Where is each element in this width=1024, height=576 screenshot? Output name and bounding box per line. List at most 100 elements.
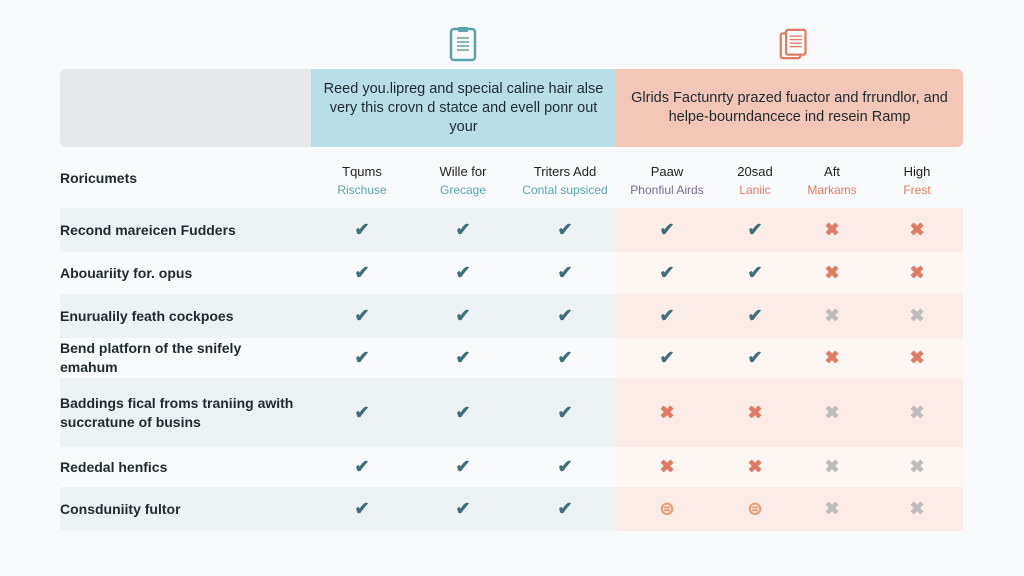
- row-label: Recond mareicen Fudders: [60, 221, 236, 238]
- row-bg: [60, 208, 616, 252]
- cross-icon: ✖: [909, 305, 925, 326]
- cross-icon: ✖: [824, 347, 840, 368]
- cross-icon: ✖: [747, 402, 763, 422]
- column-title: Triters Add: [533, 164, 597, 179]
- row-bg: [60, 294, 616, 338]
- column-header: 20sad Laniic: [700, 164, 810, 197]
- check-icon: ✔: [455, 262, 471, 283]
- column-header: Aft Markams: [777, 164, 887, 197]
- check-icon: ✔: [455, 402, 471, 422]
- column-subtitle: Rischuse: [337, 183, 387, 197]
- check-icon: ✔: [354, 305, 370, 326]
- column-subtitle: Phonfiul Airds: [630, 183, 704, 197]
- row-bg: [616, 447, 963, 487]
- check-icon: ✔: [354, 219, 370, 240]
- unclear-icon: ⊜: [747, 498, 763, 519]
- check-icon: ✔: [455, 219, 471, 240]
- row-bg: [616, 338, 963, 378]
- column-header: Paaw Phonfiul Airds: [612, 164, 722, 197]
- cross-icon: ✖: [824, 219, 840, 240]
- check-icon: ✔: [557, 347, 573, 368]
- cross-icon: ✖: [659, 456, 675, 477]
- column-header: High Frest: [862, 164, 972, 197]
- check-icon: ✔: [354, 456, 370, 477]
- document-icon: [779, 28, 807, 60]
- column-subtitle: Grecage: [439, 183, 487, 197]
- check-icon: ✔: [557, 262, 573, 283]
- check-icon: ✔: [659, 347, 675, 368]
- row-label: Enurualily feath cockpoes: [60, 307, 234, 324]
- check-icon: ✔: [659, 262, 675, 283]
- check-icon: ✔: [354, 347, 370, 368]
- corner-label: Roricumets: [60, 170, 138, 186]
- cross-icon: ✖: [909, 456, 925, 477]
- column-subtitle: Laniic: [739, 183, 771, 197]
- header-band-blue: Reed you.lipreg and special caline hair …: [311, 69, 616, 147]
- check-icon: ✔: [747, 262, 763, 283]
- row-bg: [616, 378, 963, 447]
- row-label: Consduniity fultor: [60, 500, 181, 517]
- cross-icon: ✖: [909, 347, 925, 368]
- check-icon: ✔: [354, 498, 370, 519]
- table-row: Consduniity fultor ✔ ✔ ✔ ⊜ ⊜ ✖ ✖: [60, 487, 963, 531]
- table-row: Rededal henfics ✔ ✔ ✔ ✖ ✖ ✖ ✖: [60, 447, 963, 487]
- check-icon: ✔: [455, 456, 471, 477]
- cross-icon: ✖: [747, 456, 763, 477]
- cross-icon: ✖: [909, 219, 925, 240]
- check-icon: ✔: [747, 219, 763, 240]
- row-bg: [616, 487, 963, 531]
- row-label: Rededal henfics: [60, 458, 168, 475]
- row-label: Baddings fical froms traniing awith succ…: [60, 394, 294, 430]
- check-icon: ✔: [354, 402, 370, 422]
- table-row: Enurualily feath cockpoes ✔ ✔ ✔ ✔ ✔ ✖ ✖: [60, 294, 963, 338]
- check-icon: ✔: [455, 347, 471, 368]
- column-header: Tqums Rischuse: [307, 164, 417, 197]
- table-row: Recond mareicen Fudders ✔ ✔ ✔ ✔ ✔ ✖ ✖: [60, 208, 963, 252]
- row-label: Abouariity for. opus: [60, 264, 193, 281]
- check-icon: ✔: [557, 498, 573, 519]
- column-title: Paaw: [650, 164, 684, 179]
- unclear-icon: ⊜: [659, 498, 675, 519]
- row-bg: [60, 487, 616, 531]
- check-icon: ✔: [747, 305, 763, 326]
- cross-icon: ✖: [824, 456, 840, 477]
- clipboard-icon: [449, 27, 477, 62]
- column-subtitle: Markams: [807, 183, 857, 197]
- column-header: Triters Add Contal supsiced: [510, 164, 620, 197]
- table-row: Baddings fical froms traniing awith succ…: [60, 378, 963, 447]
- column-title: High: [903, 164, 931, 179]
- check-icon: ✔: [557, 456, 573, 477]
- column-subtitle: Frest: [903, 183, 931, 197]
- header-band-empty: [60, 69, 311, 147]
- column-title: 20sad: [737, 164, 773, 179]
- check-icon: ✔: [455, 498, 471, 519]
- cross-icon: ✖: [824, 262, 840, 283]
- cross-icon: ✖: [909, 262, 925, 283]
- column-title: Tqums: [342, 164, 382, 179]
- cross-icon: ✖: [824, 402, 840, 422]
- header-band-salmon: Glrids Factunrty prazed fuactor and frru…: [616, 69, 963, 147]
- column-title: Wille for: [439, 164, 487, 179]
- check-icon: ✔: [659, 219, 675, 240]
- row-label: Bend platforn of the snifely emahum: [60, 340, 242, 375]
- column-title: Aft: [824, 164, 840, 179]
- cross-icon: ✖: [909, 402, 925, 422]
- row-bg: [616, 294, 963, 338]
- check-icon: ✔: [659, 305, 675, 326]
- check-icon: ✔: [557, 305, 573, 326]
- table-row: Bend platforn of the snifely emahum ✔ ✔ ✔ ✔ ✔…: [60, 338, 963, 378]
- row-bg: [60, 378, 616, 447]
- table-row: Abouariity for. opus ✔ ✔ ✔ ✔ ✔ ✖ ✖: [60, 252, 963, 294]
- check-icon: ✔: [557, 219, 573, 240]
- cross-icon: ✖: [824, 498, 840, 519]
- check-icon: ✔: [747, 347, 763, 368]
- cross-icon: ✖: [659, 402, 675, 422]
- check-icon: ✔: [455, 305, 471, 326]
- cross-icon: ✖: [824, 305, 840, 326]
- check-icon: ✔: [354, 262, 370, 283]
- column-header: Wille for Grecage: [408, 164, 518, 197]
- column-subtitle: Contal supsiced: [522, 183, 608, 197]
- row-bg: [616, 252, 963, 294]
- check-icon: ✔: [557, 402, 573, 422]
- row-bg: [616, 208, 963, 252]
